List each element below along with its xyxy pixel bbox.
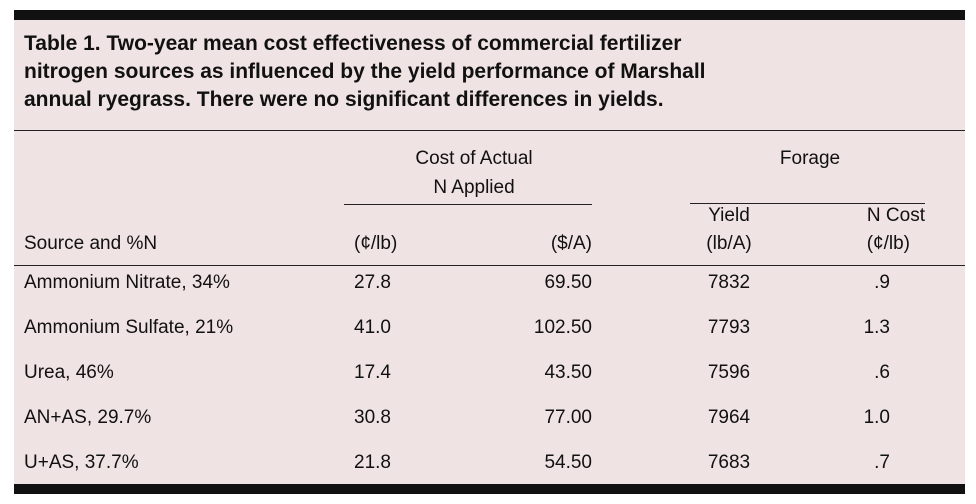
column-header-cost-a: ($/A) [550, 233, 592, 254]
table-panel: Table 1. Two-year mean cost effectivenes… [14, 10, 965, 494]
cell-yield: 7793 [707, 317, 751, 338]
cell-cost-lb: 41.0 [354, 317, 391, 338]
group-header-cost-line-1: Cost of Actual [415, 148, 533, 169]
title-line-2: nitrogen sources as influenced by the yi… [24, 60, 706, 83]
cell-cost-a: 69.50 [544, 272, 592, 293]
table-title: Table 1. Two-year mean cost effectivenes… [24, 30, 954, 114]
cell-ncost: .9 [874, 272, 890, 293]
cell-yield: 7964 [707, 407, 751, 428]
column-header-ncost-line-1: N Cost [866, 205, 925, 226]
column-header-cost-lb: (¢/lb) [354, 233, 398, 254]
cell-source: Ammonium Nitrate, 34% [24, 272, 230, 293]
cell-yield: 7832 [707, 272, 751, 293]
cell-cost-a: 43.50 [544, 362, 592, 383]
cell-source: Ammonium Sulfate, 21% [24, 317, 234, 338]
title-line-1: Table 1. Two-year mean cost effectivenes… [24, 32, 682, 55]
cell-source: U+AS, 37.7% [24, 452, 139, 473]
cell-ncost: 1.3 [863, 317, 890, 338]
column-header-source: Source and %N [24, 233, 158, 254]
group-underline-cost [344, 204, 592, 205]
column-header-yield-line-1: Yield [708, 205, 750, 226]
cell-yield: 7683 [707, 452, 751, 473]
cell-cost-lb: 30.8 [354, 407, 391, 428]
cell-cost-a: 77.00 [544, 407, 592, 428]
cell-source: AN+AS, 29.7% [24, 407, 152, 428]
group-header-cost-line-2: N Applied [433, 177, 515, 198]
cell-source: Urea, 46% [24, 362, 114, 383]
cell-cost-lb: 17.4 [354, 362, 391, 383]
group-underline-forage [690, 203, 925, 204]
cell-cost-a: 102.50 [533, 317, 592, 338]
cell-ncost: .7 [874, 452, 890, 473]
top-border [14, 10, 965, 20]
group-header-forage: Forage [779, 148, 841, 169]
header-divider [14, 265, 965, 266]
bottom-border [14, 484, 965, 494]
cell-cost-a: 54.50 [544, 452, 592, 473]
cell-cost-lb: 27.8 [354, 272, 391, 293]
title-line-3: annual ryegrass. There were no significa… [24, 88, 664, 111]
column-header-yield-line-2: (lb/A) [706, 233, 752, 254]
title-divider [14, 130, 965, 131]
cell-cost-lb: 21.8 [354, 452, 391, 473]
cell-yield: 7596 [707, 362, 751, 383]
cell-ncost: .6 [874, 362, 890, 383]
column-header-ncost-line-2: (¢/lb) [866, 233, 910, 254]
cell-ncost: 1.0 [863, 407, 890, 428]
